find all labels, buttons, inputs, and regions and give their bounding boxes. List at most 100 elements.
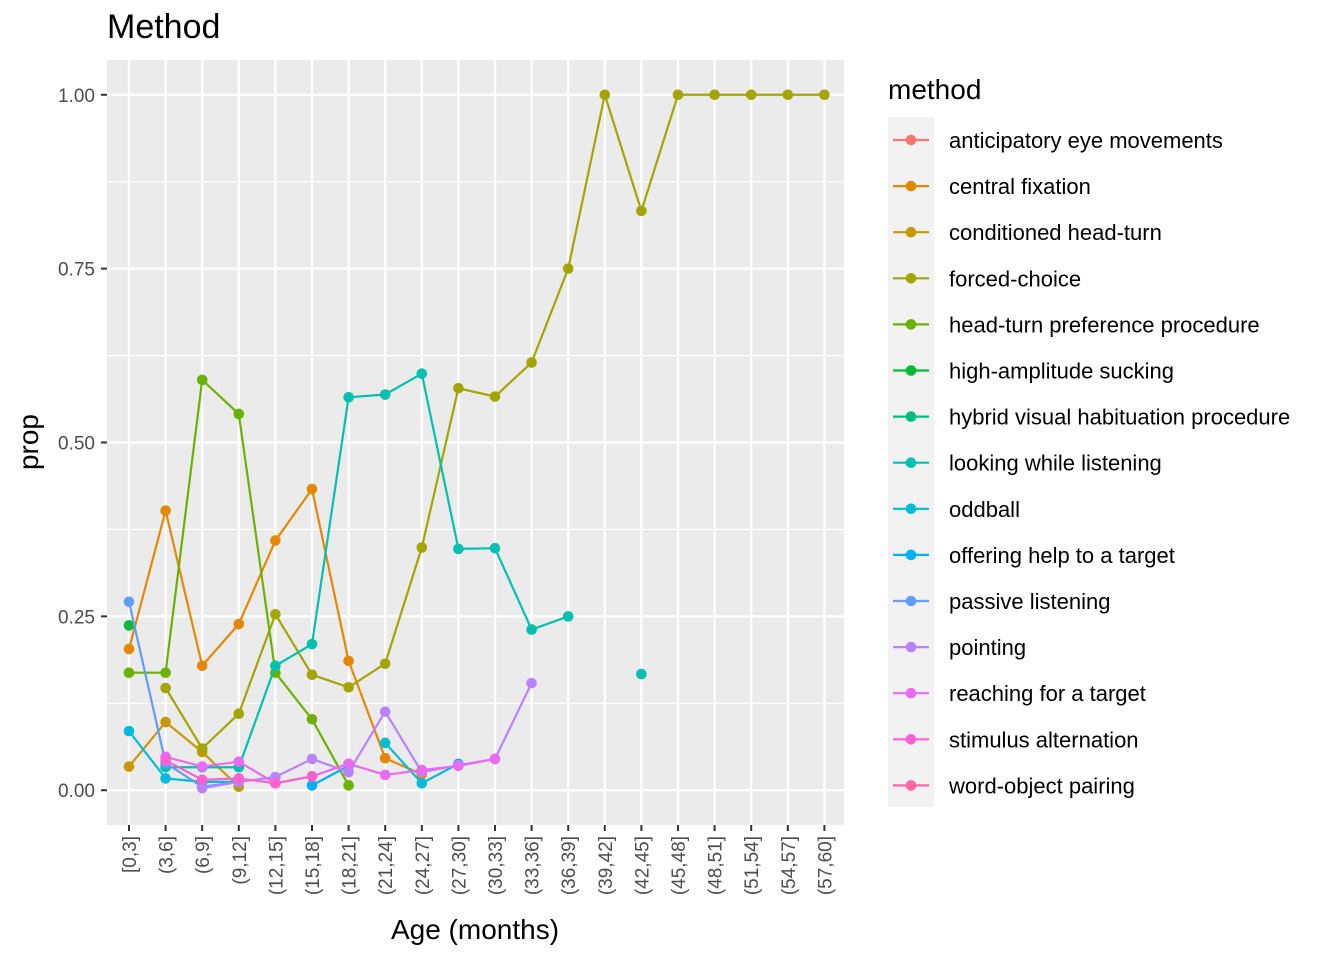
- x-tick-label: (3,6]: [157, 836, 178, 874]
- data-point-forced-choice: [160, 682, 171, 694]
- data-point-head-turn-preference-procedure: [343, 780, 354, 791]
- data-point-oddball: [160, 773, 171, 784]
- legend-key-point: [905, 687, 917, 699]
- data-point-passive-listening: [123, 596, 135, 608]
- data-point-forced-choice: [672, 89, 684, 101]
- legend-item: reaching for a target: [893, 681, 1146, 706]
- major-gridlines: [107, 60, 844, 825]
- data-point-reaching-for-a-target: [416, 764, 428, 776]
- y-tick-label: 1.00: [58, 86, 95, 107]
- data-point-head-turn-preference-procedure: [196, 374, 208, 386]
- legend-key-point: [905, 503, 917, 515]
- legend-item: hybrid visual habituation procedure: [893, 405, 1290, 430]
- x-axis: [0,3] (3,6] (6,9] (9,12] (12,15] (15,18] (18,2…: [120, 825, 836, 895]
- data-point-reaching-for-a-target: [453, 760, 464, 772]
- data-point-high-amplitude-sucking: [123, 620, 135, 631]
- data-point-pointing: [196, 782, 208, 794]
- chart-title: Method: [107, 8, 220, 46]
- data-point-forced-choice: [196, 743, 208, 754]
- x-tick-label: (30,33]: [486, 836, 507, 895]
- legend-label: offering help to a target: [949, 543, 1175, 568]
- x-tick-label: (21,24]: [376, 836, 397, 895]
- legend-item: word-object pairing: [893, 773, 1135, 798]
- data-point-forced-choice: [526, 357, 537, 368]
- legend: method anticipatory eye movements central…: [888, 74, 1290, 807]
- data-point-forced-choice: [453, 382, 464, 394]
- x-tick-label: (6,9]: [193, 836, 214, 874]
- y-axis: 0.00 0.25 0.50 0.75 1.00: [58, 86, 107, 802]
- data-point-forced-choice: [636, 205, 647, 217]
- legend-label: high-amplitude sucking: [949, 359, 1174, 384]
- y-tick-label: 0.25: [58, 607, 95, 628]
- x-tick-label: (42,45]: [632, 836, 653, 895]
- legend-key-point: [905, 226, 917, 238]
- data-point-central-fixation: [123, 643, 135, 655]
- series-line-looking-while-listening: [165, 372, 569, 769]
- data-point-head-turn-preference-procedure: [160, 667, 171, 678]
- data-point-central-fixation: [196, 660, 208, 672]
- data-point-central-fixation: [343, 655, 354, 667]
- data-point-forced-choice: [819, 89, 830, 101]
- x-tick-label: (27,30]: [449, 836, 470, 895]
- legend-label: anticipatory eye movements: [949, 128, 1223, 153]
- data-point-stimulus-alternation: [233, 773, 245, 784]
- series-head-turn-preference-procedure: [123, 374, 354, 791]
- data-point-oddball: [379, 737, 391, 749]
- data-point-pointing: [343, 766, 354, 778]
- data-point-forced-choice: [233, 708, 245, 720]
- legend-key-point: [905, 549, 917, 561]
- data-point-forced-choice: [379, 658, 391, 669]
- data-point-looking-while-listening: [306, 638, 318, 650]
- legend-key-point: [905, 411, 917, 422]
- data-point-forced-choice: [562, 263, 574, 274]
- data-point-forced-choice: [416, 542, 428, 553]
- x-tick-label: (36,39]: [559, 836, 580, 895]
- legend-item: pointing: [893, 635, 1026, 660]
- legend-item: stimulus alternation: [893, 727, 1139, 752]
- data-point-stimulus-alternation: [270, 777, 281, 789]
- data-point-looking-while-listening: [636, 668, 647, 680]
- legend-item: anticipatory eye movements: [893, 128, 1223, 153]
- y-axis-title: prop: [13, 414, 44, 470]
- legend-key-point: [905, 319, 917, 330]
- x-tick-label: (48,51]: [706, 836, 727, 895]
- data-point-stimulus-alternation: [196, 774, 208, 786]
- series-line-conditioned-head-turn: [128, 720, 240, 788]
- legend-item: central fixation: [893, 174, 1091, 199]
- legend-key-point: [905, 780, 917, 791]
- data-point-reaching-for-a-target: [379, 769, 391, 781]
- legend-item: head-turn preference procedure: [893, 312, 1260, 337]
- legend-key-point: [905, 734, 917, 745]
- series-central-fixation: [123, 483, 428, 780]
- x-tick-label: (51,54]: [742, 836, 763, 895]
- y-tick-label: 0.75: [58, 260, 95, 281]
- data-point-looking-while-listening: [416, 368, 428, 379]
- x-tick-label: (39,42]: [596, 836, 617, 895]
- data-point-forced-choice: [599, 89, 611, 101]
- x-tick-label: (45,48]: [669, 836, 690, 895]
- data-point-head-turn-preference-procedure: [123, 667, 135, 678]
- legend-label: word-object pairing: [948, 773, 1135, 798]
- legend-item: offering help to a target: [893, 543, 1175, 568]
- data-point-forced-choice: [709, 89, 720, 101]
- data-point-forced-choice: [782, 89, 794, 101]
- x-axis-title: Age (months): [391, 914, 559, 945]
- legend-key-point: [905, 273, 917, 284]
- data-point-reaching-for-a-target: [489, 753, 501, 765]
- data-point-looking-while-listening: [379, 389, 391, 400]
- legend-label: pointing: [949, 635, 1026, 660]
- data-point-reaching-for-a-target: [196, 761, 208, 772]
- legend-label: forced-choice: [949, 266, 1081, 291]
- data-point-central-fixation: [379, 752, 391, 764]
- legend-label: oddball: [949, 497, 1020, 522]
- data-point-head-turn-preference-procedure: [306, 713, 318, 725]
- x-tick-label: (12,15]: [266, 836, 287, 895]
- legend-item: oddball: [893, 497, 1020, 522]
- data-point-conditioned-head-turn: [123, 761, 135, 772]
- legend-item: forced-choice: [893, 266, 1081, 291]
- data-point-pointing: [306, 753, 318, 765]
- data-point-forced-choice: [306, 669, 318, 681]
- legend-label: stimulus alternation: [949, 727, 1139, 752]
- legend-item: passive listening: [893, 589, 1110, 614]
